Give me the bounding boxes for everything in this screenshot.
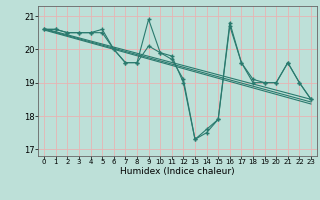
X-axis label: Humidex (Indice chaleur): Humidex (Indice chaleur) — [120, 167, 235, 176]
